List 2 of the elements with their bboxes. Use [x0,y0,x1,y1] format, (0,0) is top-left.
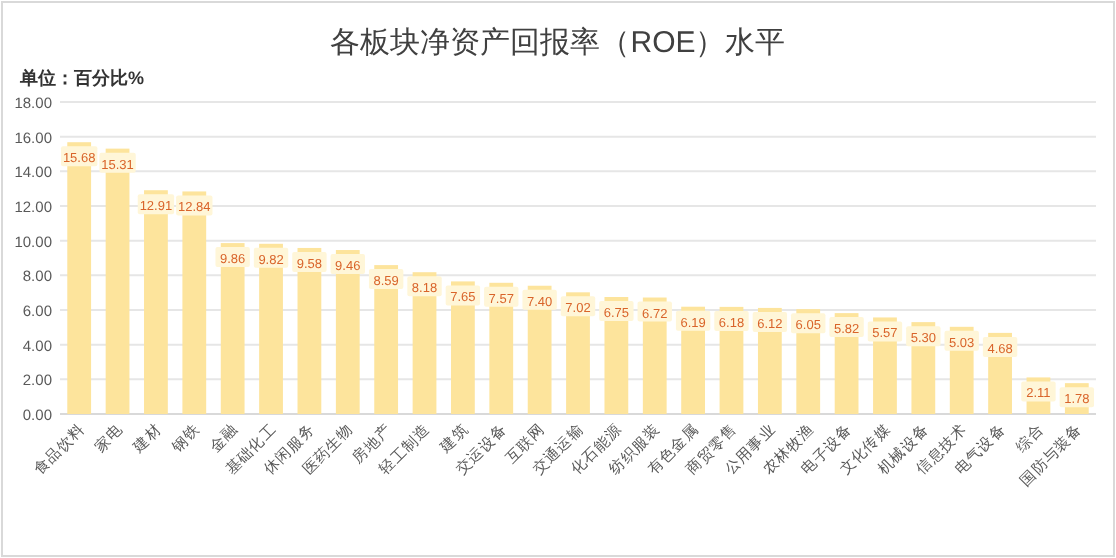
chart-title: 各板块净资产回报率（ROE）水平 [330,26,786,60]
text: 单位：百分比% [18,68,145,88]
